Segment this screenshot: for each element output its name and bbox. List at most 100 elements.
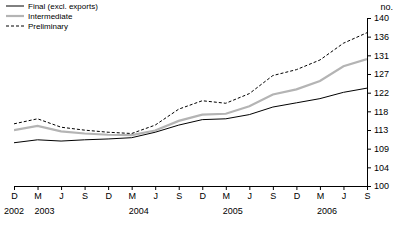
y-tick: 109 [367,144,389,154]
year-label: 2002 [4,206,24,216]
y-axis-line [367,19,368,187]
series-line [14,33,367,134]
x-tick: D [294,186,301,201]
y-tick: 104 [367,163,389,173]
x-tick-label: J [59,191,64,201]
legend-label: Preliminary [28,22,68,31]
x-tick-mark [155,186,156,190]
x-tick-mark [132,186,133,190]
x-tick-mark [320,186,321,190]
x-tick-mark [38,186,39,190]
x-tick-label: M [34,191,42,201]
x-tick: S [364,186,370,201]
y-tick-label: 100 [374,181,389,191]
x-tick-mark [343,186,344,190]
y-tick: 100 [367,181,389,191]
y-tick: 140 [367,13,389,23]
y-tick-label: 118 [374,107,388,117]
y-tick: 113 [367,125,388,135]
x-tick: M [317,186,325,201]
y-tick-mark [367,74,371,75]
x-tick: J [59,186,64,201]
x-tick-label: S [176,191,182,201]
y-tick-label: 136 [374,32,389,42]
y-axis: 100 104 109 113 118 122 127 131 136 140 [367,13,389,191]
x-tick: S [82,186,88,201]
x-tick: S [176,186,182,201]
y-tick-label: 122 [374,88,389,98]
legend-label: Final (excl. exports) [28,2,98,11]
chart: 100 104 109 113 118 122 127 131 136 140no. D M J S D M J… [0,0,397,227]
x-tick-label: M [317,191,325,201]
x-tick: M [128,186,136,201]
x-tick-mark [14,186,15,190]
x-tick-label: S [82,191,88,201]
frame [14,18,15,186]
series-line [14,59,367,135]
x-tick-mark [85,186,86,190]
legend-swatch [6,6,24,7]
y-tick-mark [367,130,371,131]
year-label: 2003 [35,206,55,216]
y-unit: no. [380,2,393,12]
y-tick-mark [367,149,371,150]
x-tick-label: J [248,191,253,201]
plot-lines [14,33,367,143]
x-tick: D [11,186,18,201]
y-tick: 131 [367,51,389,61]
y-tick-label: 140 [374,13,389,23]
x-axis: DMJSDMJSDMJSDMJS [11,186,370,201]
year-label: 2004 [129,206,149,216]
x-tick: M [223,186,231,201]
legend: Final (excl. exports)IntermediatePrelimi… [6,2,98,31]
x-axis-line [15,186,368,187]
x-tick-label: D [105,191,112,201]
y-tick-mark [367,167,371,168]
y-tick-mark [367,111,371,112]
x-tick-mark [179,186,180,190]
x-tick: M [34,186,42,201]
y-tick-mark [367,18,371,19]
x-tick-label: S [270,191,276,201]
y-tick: 118 [367,107,388,117]
x-tick: D [200,186,207,201]
x-tick-mark [202,186,203,190]
y-tick: 122 [367,88,389,98]
legend-swatch [6,26,24,27]
x-tick-mark [249,186,250,190]
x-tick-label: S [364,191,370,201]
y-tick-label: 131 [374,51,389,61]
y-tick-mark [367,55,371,56]
x-tick: D [105,186,112,201]
y-tick: 136 [367,32,389,42]
y-tick-label: 109 [374,144,389,154]
x-tick: J [342,186,347,201]
x-tick-label: J [153,191,158,201]
x-tick-mark [296,186,297,190]
y-tick: 127 [367,69,389,79]
x-tick: J [153,186,158,201]
y-tick-mark [367,37,371,38]
y-tick-label: 127 [374,69,389,79]
x-tick-label: D [11,191,18,201]
x-tick-mark [273,186,274,190]
x-tick: S [270,186,276,201]
y-tick-label: 113 [374,125,388,135]
x-tick-mark [61,186,62,190]
legend-swatch [6,15,24,17]
x-tick-mark [226,186,227,190]
x-tick-label: M [223,191,231,201]
year-label: 2005 [223,206,243,216]
x-tick: J [248,186,253,201]
x-tick-label: M [128,191,136,201]
y-tick-label: 104 [374,163,389,173]
x-tick-label: D [294,191,301,201]
y-tick-mark [367,93,371,94]
series-line [14,88,367,143]
year-label: 2006 [317,206,337,216]
x-tick-mark [367,186,368,190]
legend-label: Intermediate [28,12,73,21]
x-tick-mark [108,186,109,190]
x-tick-label: D [200,191,207,201]
x-tick-label: J [342,191,347,201]
